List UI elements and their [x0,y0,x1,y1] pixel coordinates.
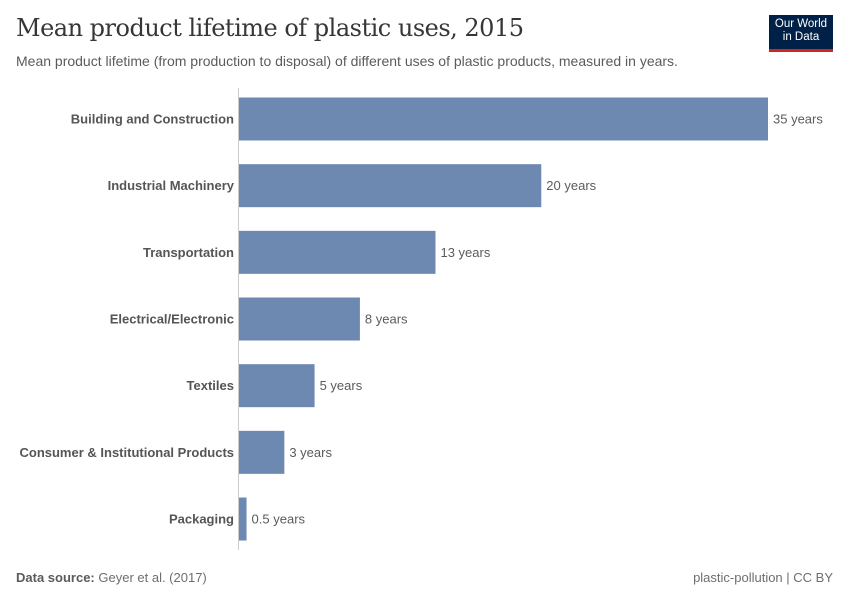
bar[interactable] [239,497,247,541]
value-label: 20 years [546,178,596,193]
bar[interactable] [239,430,285,474]
footer-license[interactable]: plastic-pollution | CC BY [693,570,833,585]
category-label: Electrical/Electronic [110,312,234,327]
data-source: Data source: Geyer et al. (2017) [16,570,207,585]
category-label: Industrial Machinery [108,178,235,193]
bar[interactable] [239,97,768,141]
value-label: 0.5 years [252,512,306,527]
value-label: 8 years [365,312,408,327]
owid-logo[interactable]: Our World in Data [769,15,833,52]
chart-subtitle: Mean product lifetime (from production t… [16,53,678,69]
value-label: 3 years [289,445,332,460]
bar[interactable] [239,230,436,274]
category-label: Transportation [143,245,234,260]
value-label: 13 years [440,245,490,260]
category-label: Building and Construction [71,112,234,127]
value-label: 5 years [320,378,363,393]
bar[interactable] [239,164,542,208]
category-label: Textiles [187,378,234,393]
value-label: 35 years [773,112,823,127]
bar[interactable] [239,297,360,341]
category-label: Packaging [169,512,234,527]
category-label: Consumer & Institutional Products [19,445,234,460]
bar[interactable] [239,364,315,408]
source-link[interactable]: Geyer et al. (2017) [98,570,207,585]
chart-title: Mean product lifetime of plastic uses, 2… [16,14,524,42]
